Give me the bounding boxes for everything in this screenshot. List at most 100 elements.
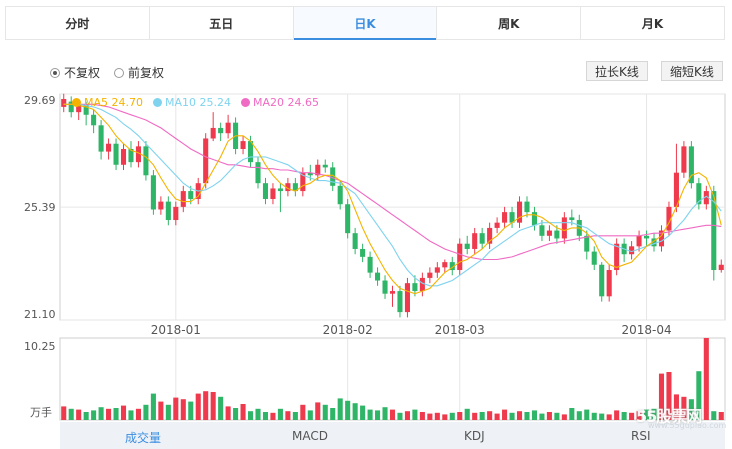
candle-down xyxy=(188,191,194,199)
volume-bar xyxy=(457,412,463,420)
volume-bar xyxy=(666,372,672,420)
candle-up xyxy=(158,201,164,210)
tab-five-day[interactable]: 五日 xyxy=(150,7,294,39)
legend-ma5-label: MA5 24.70 xyxy=(84,96,144,109)
candle-down xyxy=(91,114,97,126)
candle-down xyxy=(569,217,575,221)
volume-bar xyxy=(300,404,306,420)
candle-up xyxy=(419,277,425,292)
volume-bar xyxy=(389,409,396,420)
volume-bar xyxy=(106,408,112,420)
tab-monthly-k[interactable]: 月K xyxy=(641,16,664,31)
volume-bar xyxy=(292,412,298,420)
candle-up xyxy=(494,222,500,228)
candle-up xyxy=(614,243,620,271)
volume-bar xyxy=(277,408,283,420)
volume-bar xyxy=(218,396,224,420)
volume-bar xyxy=(718,412,724,420)
indicator-kdj[interactable]: KDJ xyxy=(464,429,485,443)
volume-bar xyxy=(546,412,552,420)
candle-up xyxy=(106,143,112,152)
x-tick-label: 2018-04 xyxy=(621,323,671,337)
radio-no-adjust-label: 不复权 xyxy=(64,66,101,80)
volume-bar xyxy=(307,410,313,420)
period-tabs: 分时 五日 日K 周K 月K xyxy=(5,6,725,40)
volume-bar xyxy=(113,408,119,420)
volume-bar xyxy=(150,393,156,420)
legend-ma5-swatch xyxy=(72,98,81,107)
legend-ma20: MA20 24.65 xyxy=(241,96,319,109)
candle-up xyxy=(404,283,410,313)
indicator-macd[interactable]: MACD xyxy=(292,429,328,443)
volume-bar xyxy=(203,391,209,420)
candle-up xyxy=(502,212,508,223)
candle-down xyxy=(150,175,156,210)
lengthen-k-button[interactable]: 拉长K线 xyxy=(586,61,648,81)
volume-bar xyxy=(165,404,171,420)
candle-down xyxy=(509,212,515,223)
candle-down xyxy=(98,125,104,152)
candle-down xyxy=(651,238,657,247)
candle-up xyxy=(61,98,67,107)
volume-bar xyxy=(270,412,276,420)
candle-up xyxy=(120,148,127,165)
tab-weekly-k[interactable]: 周K xyxy=(437,7,582,39)
volume-bar xyxy=(539,413,545,420)
legend-ma10-label: MA10 25.24 xyxy=(165,96,232,109)
candle-up xyxy=(135,146,141,163)
volume-bar xyxy=(576,411,582,420)
volume-bar xyxy=(158,401,164,420)
indicator-volume[interactable]: 成交量 xyxy=(125,431,162,445)
candle-down xyxy=(143,146,149,176)
volume-bar xyxy=(91,410,97,420)
volume-bar xyxy=(240,404,246,420)
radio-forward-adjust[interactable]: 前复权 xyxy=(114,64,164,81)
candle-up xyxy=(389,291,396,294)
volume-bar xyxy=(404,411,410,420)
candle-down xyxy=(531,212,538,226)
volume-bar xyxy=(472,412,478,420)
indicator-rsi[interactable]: RSI xyxy=(631,429,651,443)
volume-bar xyxy=(367,409,373,420)
volume-bar xyxy=(128,410,134,420)
volume-bar xyxy=(479,412,485,420)
shorten-k-button[interactable]: 缩短K线 xyxy=(661,61,723,81)
candle-down xyxy=(644,235,650,239)
volume-bar xyxy=(330,408,336,420)
tab-daily-k[interactable]: 日K xyxy=(293,7,438,40)
candle-up xyxy=(210,127,216,139)
candle-down xyxy=(360,248,366,257)
radio-checked-icon xyxy=(50,67,60,78)
candle-down xyxy=(375,272,381,281)
volume-bar xyxy=(98,407,104,420)
watermark-logo: 55股票网 xyxy=(636,407,702,426)
candle-up xyxy=(472,233,478,249)
volume-bar xyxy=(644,409,650,420)
candle-down xyxy=(83,104,89,115)
candle-up xyxy=(434,267,440,273)
volume-bar xyxy=(658,373,665,420)
candle-down xyxy=(345,204,351,234)
candle-up xyxy=(225,122,231,134)
volume-bar xyxy=(703,338,709,420)
volume-bar xyxy=(681,396,687,420)
candle-up xyxy=(516,201,523,223)
candle-down xyxy=(479,233,485,244)
volume-bar xyxy=(173,397,179,420)
candle-up xyxy=(180,191,186,207)
volume-bar xyxy=(61,406,67,420)
candle-down xyxy=(367,256,373,273)
volume-bar xyxy=(696,371,702,420)
volume-bar xyxy=(673,394,679,420)
candle-down xyxy=(688,146,694,184)
volume-bar xyxy=(262,412,269,420)
candle-down xyxy=(262,183,269,199)
volume-bar xyxy=(315,402,321,420)
candle-down xyxy=(449,262,455,271)
tab-intraday[interactable]: 分时 xyxy=(6,7,150,39)
ma-legend: MA5 24.70 MA10 25.24 MA20 24.65 xyxy=(72,96,329,109)
candle-down xyxy=(591,251,597,265)
candle-down xyxy=(539,225,545,236)
radio-no-adjust[interactable]: 不复权 xyxy=(50,64,100,81)
